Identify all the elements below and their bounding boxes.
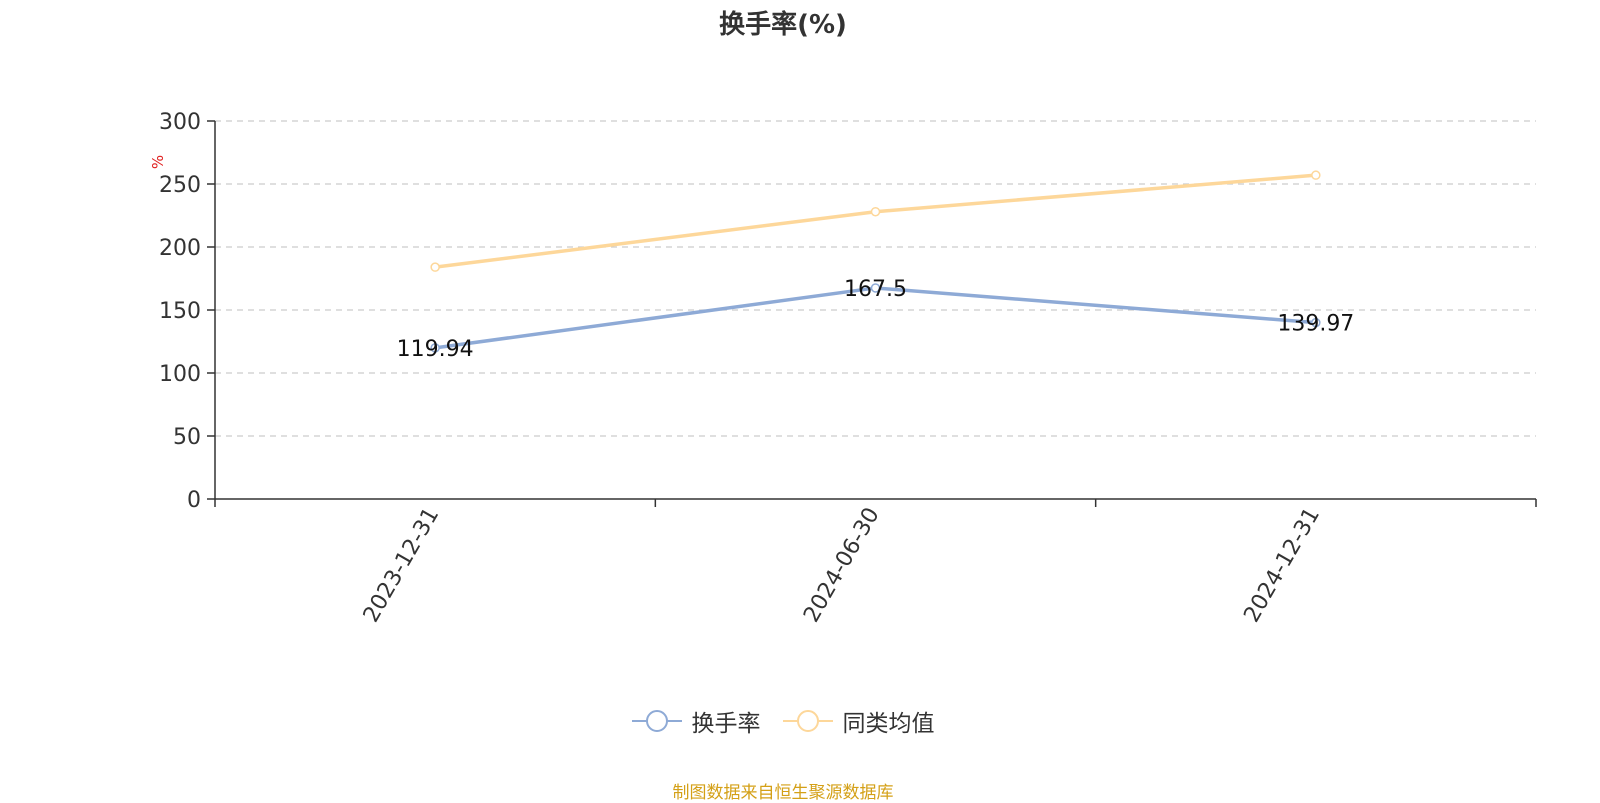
legend-circle — [645, 710, 668, 732]
data-label: 139.97 — [1277, 312, 1354, 337]
data-point — [870, 206, 881, 217]
gridlines — [215, 120, 1536, 437]
chart-title: 换手率(%) — [719, 10, 847, 40]
data-label: 167.5 — [844, 277, 907, 302]
y-tick-label: 300 — [159, 110, 201, 135]
legend-marker-icon — [631, 710, 682, 732]
data-labels: 119.94 167.5 139.97 — [397, 277, 1355, 362]
legend-marker-icon — [782, 710, 833, 732]
source-note: 制图数据来自恒生聚源数据库 — [672, 783, 894, 803]
data-point — [430, 343, 440, 353]
y-tick-label: 250 — [159, 173, 201, 198]
data-point — [430, 262, 440, 272]
data-point — [1311, 317, 1321, 328]
y-tick-label: 100 — [159, 362, 201, 387]
series-lines — [430, 170, 1321, 353]
data-point — [1311, 170, 1321, 180]
x-tick-label: 2024-12-31 — [1239, 504, 1325, 627]
x-tick-label: 2024-06-30 — [799, 504, 885, 627]
data-label: 119.94 — [397, 337, 474, 362]
legend-item-peer-average[interactable]: 同类均值 — [782, 704, 935, 738]
legend: 换手率 同类均值 — [0, 704, 1566, 738]
data-point — [870, 283, 881, 293]
axes: 0 50 100 150 200 250 300% 2023-12-31 2024-06-30 2… — [149, 110, 1537, 627]
x-tick-label: 2023-12-31 — [359, 503, 445, 626]
legend-item-turnover[interactable]: 换手率 — [631, 704, 761, 738]
legend-circle — [796, 710, 819, 732]
y-tick-label: 0 — [187, 488, 201, 513]
y-tick-label: 200 — [159, 236, 201, 261]
series-line-1 — [434, 173, 1316, 269]
legend-label: 换手率 — [691, 711, 761, 737]
y-tick-label: 150 — [159, 299, 201, 324]
y-axis-label: % — [149, 155, 167, 169]
legend-label: 同类均值 — [842, 711, 935, 737]
y-tick-label: 50 — [173, 425, 201, 450]
